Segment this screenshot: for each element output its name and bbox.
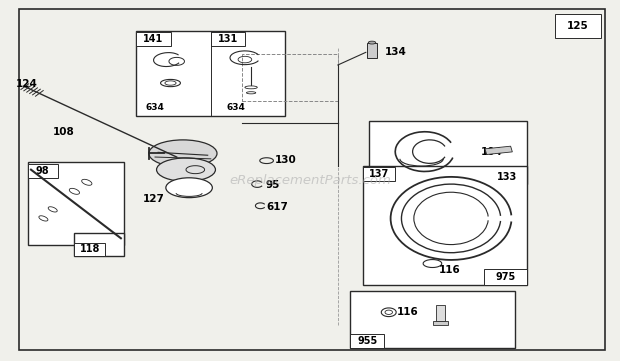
Bar [74,243,105,256]
Bar [367,43,377,58]
Text: 634: 634 [226,103,245,112]
Ellipse shape [156,158,216,181]
Text: 634: 634 [146,103,164,112]
Bar [363,167,395,181]
Text: 95: 95 [265,180,280,190]
Bar [350,291,515,348]
Bar [484,269,527,285]
Text: 124: 124 [16,79,37,89]
Bar [136,31,285,116]
Bar [74,233,124,256]
Text: 127: 127 [143,194,164,204]
Text: 104: 104 [480,147,502,157]
Text: 955: 955 [357,336,378,346]
Text: 975: 975 [495,272,515,282]
Bar [136,32,171,46]
Ellipse shape [245,86,257,89]
Text: 134: 134 [384,47,406,57]
Bar [211,32,245,46]
Bar [555,14,601,38]
Text: 137: 137 [369,169,389,179]
Bar [489,170,526,184]
Text: 141: 141 [143,34,164,44]
Bar [436,305,445,321]
Text: 130: 130 [275,155,296,165]
Bar [242,54,338,101]
Bar [28,164,58,178]
Bar [485,146,512,155]
Text: 133: 133 [497,172,517,182]
Bar [28,162,124,245]
Bar [363,166,527,285]
Text: 131: 131 [218,34,238,44]
Text: eReplacementParts.com: eReplacementParts.com [229,174,391,187]
Text: 116: 116 [439,265,461,275]
Text: 108: 108 [53,127,74,137]
Bar [350,334,384,348]
Text: 118: 118 [80,244,100,255]
Text: 116: 116 [397,307,419,317]
Text: 125: 125 [567,21,589,31]
Ellipse shape [149,140,217,167]
Text: 98: 98 [36,166,50,176]
Bar [433,321,448,325]
Bar [369,121,527,184]
Ellipse shape [368,41,376,44]
Ellipse shape [166,178,212,198]
Text: 617: 617 [267,202,288,212]
